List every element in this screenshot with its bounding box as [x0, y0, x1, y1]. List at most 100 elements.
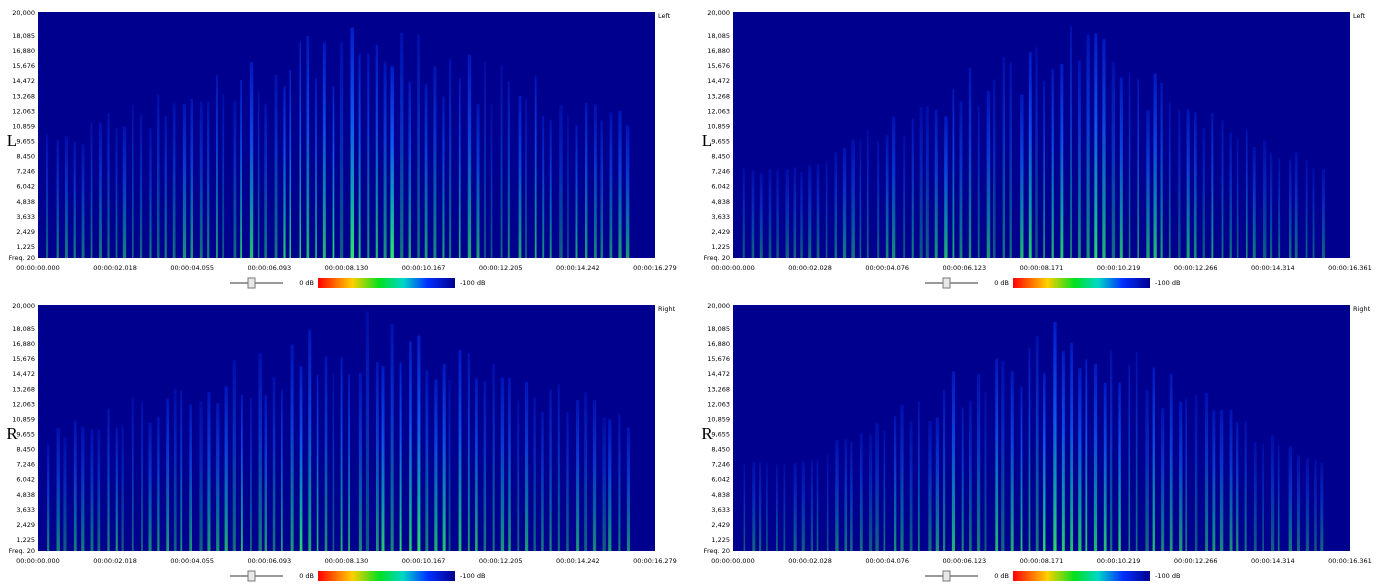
spectrogram-panel: L Left 20,000 18,085 16,880 15,676 14,472 13,26… — [7, 9, 677, 289]
freq-tick-label: 9,655 — [711, 138, 730, 146]
spectral-band — [381, 366, 385, 551]
spectral-band — [216, 403, 220, 551]
spectral-band — [216, 74, 218, 258]
spectral-band — [1085, 359, 1088, 551]
freq-tick-label: 10,859 — [707, 122, 730, 130]
spectral-band — [542, 115, 545, 258]
spectral-band — [434, 379, 438, 551]
time-tick-label: 00:00:06.093 — [248, 557, 292, 565]
spectral-band — [625, 125, 630, 258]
spectral-band — [793, 463, 797, 551]
spectral-band — [835, 440, 839, 551]
spectral-band — [115, 427, 118, 551]
freq-tick-label: 8,450 — [16, 153, 35, 161]
freq-tick-label: 3,633 — [711, 506, 730, 514]
time-tick-label: 00:00:08.171 — [1020, 557, 1064, 565]
spectral-band — [90, 429, 94, 551]
time-tick-label: 00:00:12.205 — [479, 264, 523, 272]
spectral-band — [808, 165, 812, 258]
freq-tick-label: 4,838 — [16, 198, 35, 206]
spectral-band — [408, 81, 411, 259]
freq-tick-label: 3,633 — [16, 506, 35, 514]
freq-tick-label: 6,042 — [711, 476, 730, 484]
spectral-band — [961, 407, 964, 551]
spectral-band — [449, 59, 452, 258]
time-tick-label: 00:00:08.171 — [1020, 264, 1064, 272]
spectral-band — [903, 135, 906, 258]
spectral-band — [289, 69, 291, 259]
spectral-band — [241, 394, 243, 551]
spectral-band — [1168, 102, 1171, 258]
zoom-slider-thumb[interactable] — [247, 277, 256, 289]
spectral-band — [1070, 342, 1073, 551]
spectral-band — [801, 461, 805, 551]
freq-tick-label: 9,655 — [16, 138, 35, 146]
spectral-band — [984, 392, 987, 551]
spectral-band — [943, 390, 946, 551]
spectral-band — [566, 411, 569, 551]
time-tick-label: 00:00:00.000 — [16, 557, 60, 565]
freq-tick-label: 7,246 — [711, 461, 730, 469]
time-tick-label: 00:00:14.314 — [1251, 264, 1295, 272]
spectral-band — [752, 462, 756, 551]
spectral-band — [339, 41, 344, 258]
spectral-band — [541, 411, 544, 551]
zoom-slider-thumb[interactable] — [942, 277, 951, 289]
spectral-band — [533, 396, 536, 551]
spectral-band — [308, 329, 312, 551]
freq-tick-label: 13,268 — [707, 385, 730, 393]
spectral-band — [1202, 127, 1205, 258]
spectral-band — [816, 459, 819, 551]
time-tick-label: 00:00:12.266 — [1174, 264, 1218, 272]
spectral-band — [500, 65, 503, 259]
freq-tick-label: 10,859 — [707, 415, 730, 423]
freq-tick-label: 12,063 — [707, 400, 730, 408]
spectral-band — [1035, 47, 1038, 258]
spectral-band — [1128, 72, 1131, 259]
spectral-band — [306, 36, 310, 258]
freq-tick-label: 20,000 — [12, 302, 35, 310]
time-tick-label: 00:00:04.055 — [170, 264, 214, 272]
spectral-band — [90, 121, 93, 259]
zoom-slider-thumb[interactable] — [247, 570, 256, 582]
freq-tick-label: 12,063 — [12, 400, 35, 408]
spectral-band — [951, 371, 955, 551]
spectral-band — [290, 344, 294, 551]
spectral-band — [935, 417, 939, 551]
time-tick-label: 00:00:10.167 — [402, 264, 446, 272]
spectral-band — [115, 127, 118, 258]
zoom-slider-thumb[interactable] — [942, 570, 951, 582]
freq-tick-label: 14,472 — [12, 370, 35, 378]
spectral-band — [376, 361, 379, 551]
spectral-band — [909, 420, 913, 551]
freq-tick-label: 1,225 — [16, 243, 35, 251]
spectral-band — [1194, 112, 1197, 259]
spectral-band — [490, 104, 493, 258]
spectral-band — [1119, 77, 1123, 258]
color-scale — [1013, 571, 1150, 581]
spectral-band — [383, 62, 387, 258]
freq-tick-label: 16,880 — [12, 340, 35, 348]
spectral-band — [1043, 373, 1046, 551]
spectral-band — [800, 171, 803, 258]
spectral-band — [1278, 158, 1281, 258]
spectral-band — [507, 81, 510, 258]
freq-tick-label: 18,085 — [12, 32, 35, 40]
spectral-band — [283, 86, 286, 258]
spectral-band — [400, 32, 404, 258]
spectral-band — [776, 464, 778, 551]
spectral-band — [475, 378, 478, 551]
freq-tick-label: 13,268 — [12, 385, 35, 393]
spectral-band — [272, 377, 276, 551]
spectral-band — [484, 61, 486, 258]
spectral-band — [517, 400, 520, 551]
spectral-band — [859, 433, 863, 551]
spectral-band — [73, 420, 77, 551]
spectral-band — [1002, 56, 1005, 258]
spectral-band — [399, 362, 402, 551]
spectral-band — [1010, 371, 1014, 551]
spectral-band — [324, 356, 328, 551]
spectral-band — [56, 139, 59, 258]
spectral-band — [1061, 351, 1065, 551]
spectral-band — [132, 104, 134, 259]
